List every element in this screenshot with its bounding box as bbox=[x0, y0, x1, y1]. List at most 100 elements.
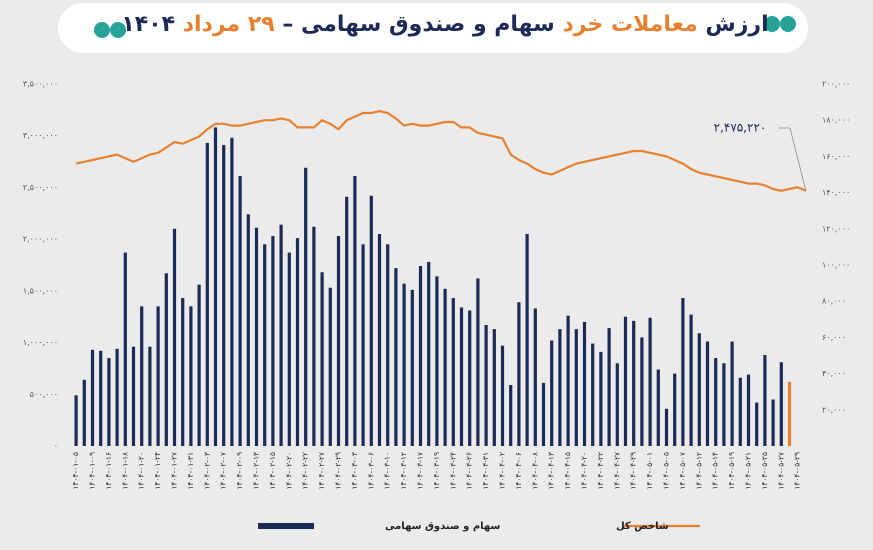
bar bbox=[164, 273, 168, 446]
y2-tick-label: ۱۲۰,۰۰۰ bbox=[822, 224, 850, 233]
y-tick-label: ۰ bbox=[54, 442, 58, 451]
bar bbox=[509, 384, 513, 446]
bar bbox=[599, 351, 603, 446]
title-part: ۲۹ مرداد bbox=[183, 12, 275, 37]
bar bbox=[295, 238, 300, 446]
x-tick-label: ۱۴۰۴-۰۲-۲۹ bbox=[334, 452, 343, 490]
bar bbox=[148, 346, 152, 446]
x-tick-label: ۱۴۰۴-۰۲-۰۳ bbox=[202, 452, 211, 490]
bar bbox=[156, 306, 160, 446]
bar bbox=[140, 306, 144, 446]
x-tick-label: ۱۴۰۴-۰۲-۲۲ bbox=[301, 452, 310, 490]
bar bbox=[500, 345, 505, 446]
bar bbox=[746, 374, 751, 446]
x-tick-label: ۱۴۰۴-۰۲-۱۵ bbox=[268, 452, 277, 490]
bar bbox=[615, 363, 619, 446]
x-tick-label: ۱۴۰۴-۰۲-۲۰ bbox=[284, 452, 293, 490]
title-banner bbox=[58, 3, 808, 53]
x-tick-label: ۱۴۰۴-۰۵-۱۴ bbox=[711, 452, 720, 490]
y2-tick-label: ۴۰,۰۰۰ bbox=[822, 369, 846, 378]
bar bbox=[755, 402, 759, 446]
quote-left bbox=[94, 22, 126, 38]
bar bbox=[410, 289, 414, 446]
bar bbox=[394, 268, 398, 446]
y2-tick-label: ۲۰,۰۰۰ bbox=[822, 405, 846, 414]
x-tick-label: ۱۴۰۴-۰۲-۱۳ bbox=[252, 452, 261, 490]
bar bbox=[697, 333, 701, 446]
bar bbox=[435, 276, 439, 446]
bar bbox=[287, 252, 291, 446]
bar bbox=[648, 317, 652, 446]
bar bbox=[640, 337, 644, 446]
index-line bbox=[75, 110, 807, 192]
bar bbox=[705, 341, 710, 446]
x-tick-label: ۱۴۰۴-۰۳-۱۹ bbox=[432, 452, 441, 490]
x-tick-label: ۱۴۰۴-۰۳-۰۳ bbox=[350, 452, 359, 490]
x-tick-label: ۱۴۰۴-۰۵-۰۵ bbox=[662, 452, 671, 490]
x-tick-label: ۱۴۰۴-۰۴-۲۷ bbox=[612, 452, 621, 490]
x-tick-label: ۱۴۰۴-۰۴-۲۹ bbox=[629, 452, 638, 490]
bar bbox=[353, 176, 357, 446]
bar bbox=[517, 302, 521, 446]
bar bbox=[320, 272, 324, 446]
legend-swatch bbox=[258, 523, 314, 529]
x-tick-label: ۱۴۰۴-۰۳-۰۶ bbox=[366, 452, 375, 490]
x-tick-label: ۱۴۰۴-۰۱-۰۵ bbox=[71, 452, 80, 490]
bar bbox=[541, 382, 546, 446]
x-tick-label: ۱۴۰۴-۰۵-۰۱ bbox=[645, 452, 654, 490]
bar bbox=[197, 284, 201, 446]
bar bbox=[484, 324, 488, 446]
y-tick-label: ۲,۵۰۰,۰۰۰ bbox=[23, 183, 58, 192]
x-tick-label: ۱۴۰۴-۰۴-۱۵ bbox=[563, 452, 572, 490]
bar bbox=[681, 298, 685, 446]
x-tick-label: ۱۴۰۴-۰۳-۱۰ bbox=[383, 452, 392, 490]
bar bbox=[582, 321, 587, 446]
bar bbox=[99, 350, 103, 446]
bar bbox=[550, 340, 554, 446]
title-part: ارزش bbox=[705, 12, 768, 37]
bar bbox=[525, 233, 529, 446]
bar bbox=[402, 283, 406, 446]
x-tick-label: ۱۴۰۴-۰۱-۳۱ bbox=[186, 452, 195, 490]
bar bbox=[74, 395, 78, 446]
bar bbox=[361, 244, 365, 446]
bar bbox=[279, 224, 283, 446]
bar bbox=[632, 320, 636, 446]
x-tick-label: ۱۴۰۴-۰۲-۰۹ bbox=[235, 452, 244, 490]
y-tick-label: ۵۰۰,۰۰۰ bbox=[30, 390, 58, 399]
x-tick-label: ۱۴۰۴-۰۴-۲۰ bbox=[580, 452, 589, 490]
chart-title: ارزش معاملات خرد سهام و صندوق سهامی – ۲۹… bbox=[121, 12, 768, 37]
bar bbox=[738, 377, 742, 446]
bar bbox=[443, 288, 447, 446]
x-tick-label: ۱۴۰۴-۰۱-۱۶ bbox=[104, 452, 113, 490]
bar bbox=[664, 408, 669, 446]
x-tick-label: ۱۴۰۴-۰۵-۰۷ bbox=[678, 452, 687, 490]
title-part: سهام و صندوق سهامی – bbox=[282, 12, 554, 37]
x-tick-label: ۱۴۰۴-۰۱-۲۰ bbox=[137, 452, 146, 490]
x-tick-label: ۱۴۰۴-۰۱-۲۷ bbox=[170, 452, 179, 490]
x-tick-label: ۱۴۰۴-۰۴-۰۶ bbox=[514, 452, 523, 490]
x-tick-label: ۱۴۰۴-۰۴-۱۳ bbox=[547, 452, 556, 490]
bar bbox=[271, 236, 275, 446]
y2-tick-label: ۶۰,۰۰۰ bbox=[822, 333, 846, 342]
bar bbox=[468, 310, 472, 446]
bar bbox=[730, 341, 734, 446]
y2-tick-label: ۱۰۰,۰۰۰ bbox=[822, 261, 850, 270]
bar bbox=[336, 236, 341, 446]
bar bbox=[566, 315, 570, 446]
bar bbox=[427, 261, 431, 446]
bar bbox=[213, 127, 218, 446]
x-tick-label: ۱۴۰۴-۰۱-۰۹ bbox=[88, 452, 97, 490]
bar bbox=[246, 214, 250, 446]
y-tick-label: ۱,۵۰۰,۰۰۰ bbox=[23, 286, 58, 295]
bar bbox=[714, 358, 718, 446]
bar bbox=[377, 233, 382, 446]
bar bbox=[181, 298, 185, 446]
title-part: ۱۴۰۴ bbox=[121, 12, 175, 37]
bar bbox=[222, 145, 226, 446]
title-part: معاملات خرد bbox=[563, 12, 698, 37]
bar bbox=[492, 329, 496, 446]
y2-tick-label: ۸۰,۰۰۰ bbox=[822, 297, 846, 306]
